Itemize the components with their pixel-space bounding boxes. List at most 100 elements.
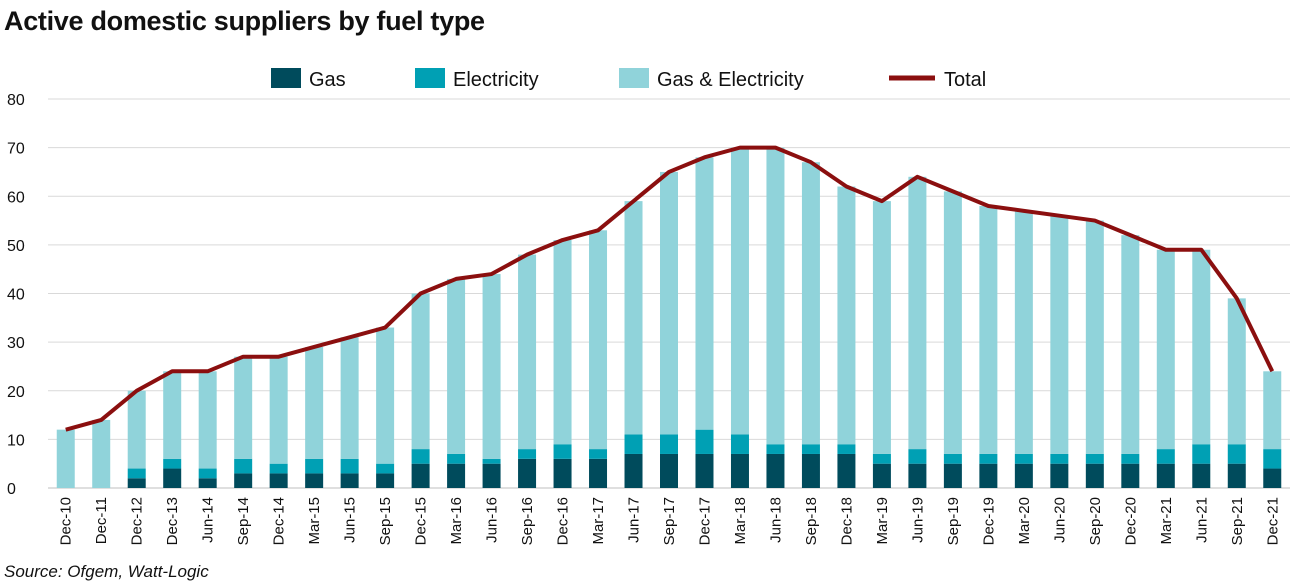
x-tick-label: Dec-17 (696, 497, 713, 545)
bar-gas-electricity (1121, 235, 1140, 454)
source-note: Source: Ofgem, Watt-Logic (4, 562, 209, 581)
x-tick-label: Dec-13 (164, 497, 181, 545)
bar-electricity (518, 449, 537, 459)
bar-gas (624, 453, 643, 488)
x-tick-label: Sep-17 (661, 497, 678, 545)
bar-gas (695, 453, 714, 488)
y-tick-label: 30 (7, 335, 25, 352)
bar-gas (376, 473, 395, 488)
x-tick-label: Mar-17 (590, 497, 607, 545)
bar-electricity (198, 468, 217, 479)
x-tick-label: Jun-19 (909, 497, 926, 543)
legend-label-gas-electricity: Gas & Electricity (657, 69, 804, 91)
bar-gas-electricity (1014, 210, 1033, 454)
bar-gas (1192, 463, 1211, 488)
bar-electricity (163, 458, 182, 469)
bar-electricity (305, 458, 324, 474)
x-tick-label: Sep-18 (803, 497, 820, 545)
x-tick-label: Dec-11 (93, 497, 110, 544)
x-tick-label: Jun-21 (1193, 497, 1210, 543)
y-tick-label: 50 (7, 238, 25, 255)
x-tick-label: Dec-14 (271, 497, 288, 545)
bar-gas-electricity (234, 356, 253, 459)
bar-gas (660, 453, 678, 488)
bar-gas (127, 478, 146, 488)
bar-electricity (730, 434, 749, 454)
bar-gas-electricity (766, 147, 785, 445)
x-tick-label: Dec-19 (980, 497, 997, 545)
y-axis: 0 10 20 30 40 50 60 70 80 (7, 92, 25, 498)
bar-gas (943, 463, 962, 488)
bar-gas-electricity (837, 186, 856, 445)
y-tick-label: 70 (7, 141, 25, 158)
bar-gas-electricity (305, 346, 324, 459)
legend: Gas Electricity Gas & Electricity Total (271, 68, 986, 91)
bar-electricity (1014, 453, 1033, 464)
bar-gas (305, 473, 324, 488)
bar-gas-electricity (1263, 371, 1282, 450)
bar-gas (801, 453, 820, 488)
bar-gas (518, 458, 537, 488)
x-tick-label: Dec-12 (129, 497, 146, 545)
bar-gas (553, 458, 572, 488)
bar-gas (979, 463, 998, 488)
x-tick-label: Sep-16 (519, 497, 536, 545)
bar-gas-electricity (1227, 298, 1246, 445)
y-tick-label: 80 (7, 92, 25, 109)
bar-gas-electricity (482, 274, 501, 459)
bar-gas (766, 453, 785, 488)
y-tick-label: 60 (7, 189, 25, 206)
bar-gas (1156, 463, 1175, 488)
bar-gas (482, 463, 501, 488)
bar-gas-electricity (340, 337, 359, 459)
bar-electricity (695, 429, 714, 454)
bar-electricity (801, 444, 820, 454)
legend-swatch-electricity (415, 68, 445, 88)
bar-gas (872, 463, 891, 488)
bar-gas-electricity (872, 201, 891, 454)
bar-gas-electricity (730, 147, 749, 435)
bar-gas-electricity (1085, 220, 1104, 454)
bar-electricity (1121, 453, 1140, 464)
bar-gas-electricity (943, 191, 962, 454)
bar-gas (1085, 463, 1104, 488)
total-line-layer (65, 145, 1275, 432)
x-tick-label: Dec-15 (413, 497, 430, 545)
bar-electricity (1085, 453, 1104, 464)
legend-swatch-gas (271, 68, 301, 88)
x-tick-label: Sep-15 (377, 497, 394, 545)
x-tick-label: Sep-21 (1229, 497, 1246, 545)
bar-gas-electricity (92, 419, 111, 488)
bar-electricity (979, 453, 998, 464)
bar-electricity (376, 463, 395, 474)
bar-gas-electricity (553, 240, 572, 445)
bar-gas-electricity (695, 157, 714, 430)
bar-gas-electricity (1156, 249, 1175, 450)
x-tick-label: Jun-17 (626, 497, 643, 543)
bar-gas (1014, 463, 1033, 488)
bar-electricity (447, 453, 466, 464)
bar-gas-electricity (589, 230, 608, 450)
x-tick-label: Dec-16 (555, 497, 572, 545)
bar-gas-electricity (411, 293, 430, 450)
x-tick-label: Dec-18 (838, 497, 855, 545)
bar-gas (730, 453, 749, 488)
bar-electricity (127, 468, 146, 479)
x-tick-label: Jun-18 (767, 497, 784, 543)
x-tick-label: Dec-10 (58, 497, 75, 545)
x-tick-label: Jun-20 (1051, 497, 1068, 543)
bar-gas (589, 458, 608, 488)
bar-gas (198, 478, 217, 488)
bar-gas (340, 473, 359, 488)
bar-gas-electricity (127, 390, 146, 469)
bar-gas-electricity (979, 205, 998, 454)
bars (56, 147, 1282, 488)
bar-gas-electricity (660, 171, 678, 435)
bar-electricity (1192, 444, 1211, 464)
bar-electricity (1227, 444, 1246, 464)
total-line (65, 145, 1275, 432)
y-tick-label: 0 (7, 481, 16, 498)
bar-electricity (837, 444, 856, 454)
bar-gas (447, 463, 466, 488)
